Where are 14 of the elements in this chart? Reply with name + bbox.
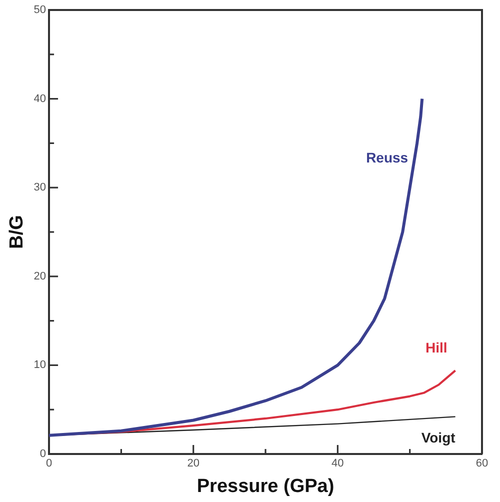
y-tick-label: 0 [40, 448, 46, 460]
series-label: Hill [426, 339, 448, 356]
y-tick-label: 50 [34, 4, 46, 16]
y-tick-label: 40 [34, 92, 46, 105]
y-tick-label: 20 [34, 270, 46, 282]
y-axis-title: B/G [6, 215, 28, 249]
x-axis-title: Pressure (GPa) [196, 476, 334, 497]
series-label: Reuss [366, 150, 408, 166]
y-tick-label: 30 [34, 182, 46, 194]
x-tick-label: 60 [476, 458, 488, 470]
y-tick-label: 10 [34, 359, 46, 372]
x-tick-label: 40 [332, 458, 344, 470]
series-label: Voigt [421, 430, 456, 446]
x-tick-label: 20 [187, 458, 200, 470]
